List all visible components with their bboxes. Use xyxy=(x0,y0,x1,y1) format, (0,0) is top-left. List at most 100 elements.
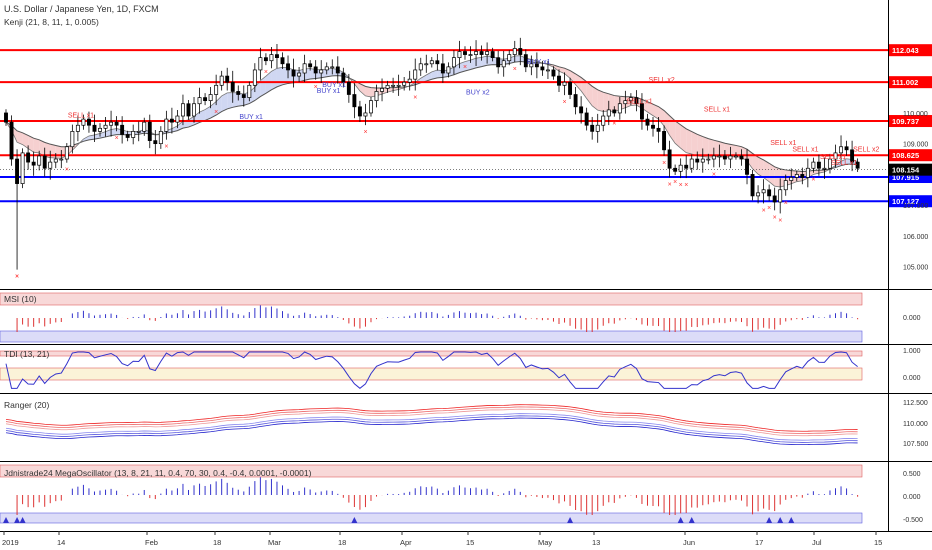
candle[interactable] xyxy=(263,57,268,62)
candle[interactable] xyxy=(850,149,855,163)
candle[interactable] xyxy=(811,161,816,169)
candle[interactable] xyxy=(579,106,584,114)
candle[interactable] xyxy=(855,161,860,169)
candle[interactable] xyxy=(568,81,573,95)
sell-signal-label[interactable]: SELL x1 xyxy=(831,160,857,167)
candle[interactable] xyxy=(219,75,224,86)
candle[interactable] xyxy=(413,69,418,80)
candle[interactable] xyxy=(275,54,279,59)
candle[interactable] xyxy=(424,63,429,66)
candle[interactable] xyxy=(9,121,14,160)
candle[interactable] xyxy=(37,155,42,166)
candle[interactable] xyxy=(839,146,843,154)
candle[interactable] xyxy=(739,155,744,160)
candle[interactable] xyxy=(474,51,479,55)
candle[interactable] xyxy=(551,69,556,77)
candle[interactable] xyxy=(490,51,495,59)
candle[interactable] xyxy=(440,63,445,74)
candle[interactable] xyxy=(761,189,766,194)
candle[interactable] xyxy=(767,189,772,197)
sell-signal-label[interactable]: SELL x1 xyxy=(68,113,94,120)
candle[interactable] xyxy=(369,100,373,114)
candle[interactable] xyxy=(385,84,390,89)
candle[interactable] xyxy=(512,48,517,55)
candle[interactable] xyxy=(98,127,102,132)
candle[interactable] xyxy=(291,69,296,77)
candle[interactable] xyxy=(48,161,53,169)
candle[interactable] xyxy=(169,118,174,123)
candle[interactable] xyxy=(612,109,617,114)
candle[interactable] xyxy=(286,63,290,71)
candle[interactable] xyxy=(833,152,838,160)
candle[interactable] xyxy=(595,124,600,132)
candle[interactable] xyxy=(109,121,114,126)
candle[interactable] xyxy=(391,84,396,87)
candle[interactable] xyxy=(131,131,136,138)
candle[interactable] xyxy=(352,94,357,108)
candle[interactable] xyxy=(236,91,241,95)
mega-oscillator-pane[interactable] xyxy=(0,464,863,524)
candle[interactable] xyxy=(208,94,213,102)
candle[interactable] xyxy=(341,72,346,83)
candle[interactable] xyxy=(778,189,783,203)
candle[interactable] xyxy=(374,91,379,102)
candle[interactable] xyxy=(756,192,761,197)
candle[interactable] xyxy=(147,121,152,141)
candle[interactable] xyxy=(617,103,622,114)
candle[interactable] xyxy=(230,81,235,92)
candle[interactable] xyxy=(584,112,589,126)
candle[interactable] xyxy=(711,155,716,160)
candle[interactable] xyxy=(689,158,694,169)
candle[interactable] xyxy=(64,146,69,160)
candle[interactable] xyxy=(225,75,230,83)
candle[interactable] xyxy=(590,124,595,132)
candle[interactable] xyxy=(706,158,711,161)
candle[interactable] xyxy=(534,63,539,68)
candle[interactable] xyxy=(186,103,191,117)
tdi-pane[interactable] xyxy=(0,350,863,389)
candle[interactable] xyxy=(335,66,340,74)
candle[interactable] xyxy=(297,72,302,77)
buy-signal-label[interactable]: BUY x1 xyxy=(322,82,346,89)
buy-signal-label[interactable]: BUY x2 xyxy=(466,90,490,97)
candle[interactable] xyxy=(247,84,252,98)
candle[interactable] xyxy=(501,60,506,68)
candle[interactable] xyxy=(645,118,650,126)
candle[interactable] xyxy=(750,174,755,197)
candle[interactable] xyxy=(125,134,130,138)
candle[interactable] xyxy=(496,57,501,68)
candle[interactable] xyxy=(81,118,86,126)
candle[interactable] xyxy=(789,177,794,181)
sell-signal-label[interactable]: SELL x1 xyxy=(792,146,818,153)
candle[interactable] xyxy=(651,124,655,129)
candle[interactable] xyxy=(192,103,196,117)
candle[interactable] xyxy=(728,155,733,160)
candle[interactable] xyxy=(203,97,208,102)
candle[interactable] xyxy=(800,174,805,178)
candle[interactable] xyxy=(269,54,274,62)
candle[interactable] xyxy=(828,158,832,169)
candle[interactable] xyxy=(53,158,58,163)
price-axis[interactable]: 110.000 109.000 107.000 106.000 105.000 xyxy=(903,111,928,272)
candle[interactable] xyxy=(346,81,351,95)
candle[interactable] xyxy=(164,118,169,132)
candle[interactable] xyxy=(4,112,8,123)
candle[interactable] xyxy=(280,57,285,65)
candle[interactable] xyxy=(70,131,75,148)
candle[interactable] xyxy=(197,97,202,105)
candle[interactable] xyxy=(684,164,689,169)
candle[interactable] xyxy=(241,94,246,98)
candle[interactable] xyxy=(114,121,119,126)
candle[interactable] xyxy=(75,124,80,132)
candle[interactable] xyxy=(463,51,467,55)
candle[interactable] xyxy=(407,78,412,83)
candle[interactable] xyxy=(518,48,523,55)
candle[interactable] xyxy=(319,69,324,74)
candle[interactable] xyxy=(601,115,606,126)
candle[interactable] xyxy=(562,81,567,86)
candle[interactable] xyxy=(258,57,263,71)
candle[interactable] xyxy=(507,54,512,62)
candle[interactable] xyxy=(103,124,108,129)
candle[interactable] xyxy=(844,146,849,151)
